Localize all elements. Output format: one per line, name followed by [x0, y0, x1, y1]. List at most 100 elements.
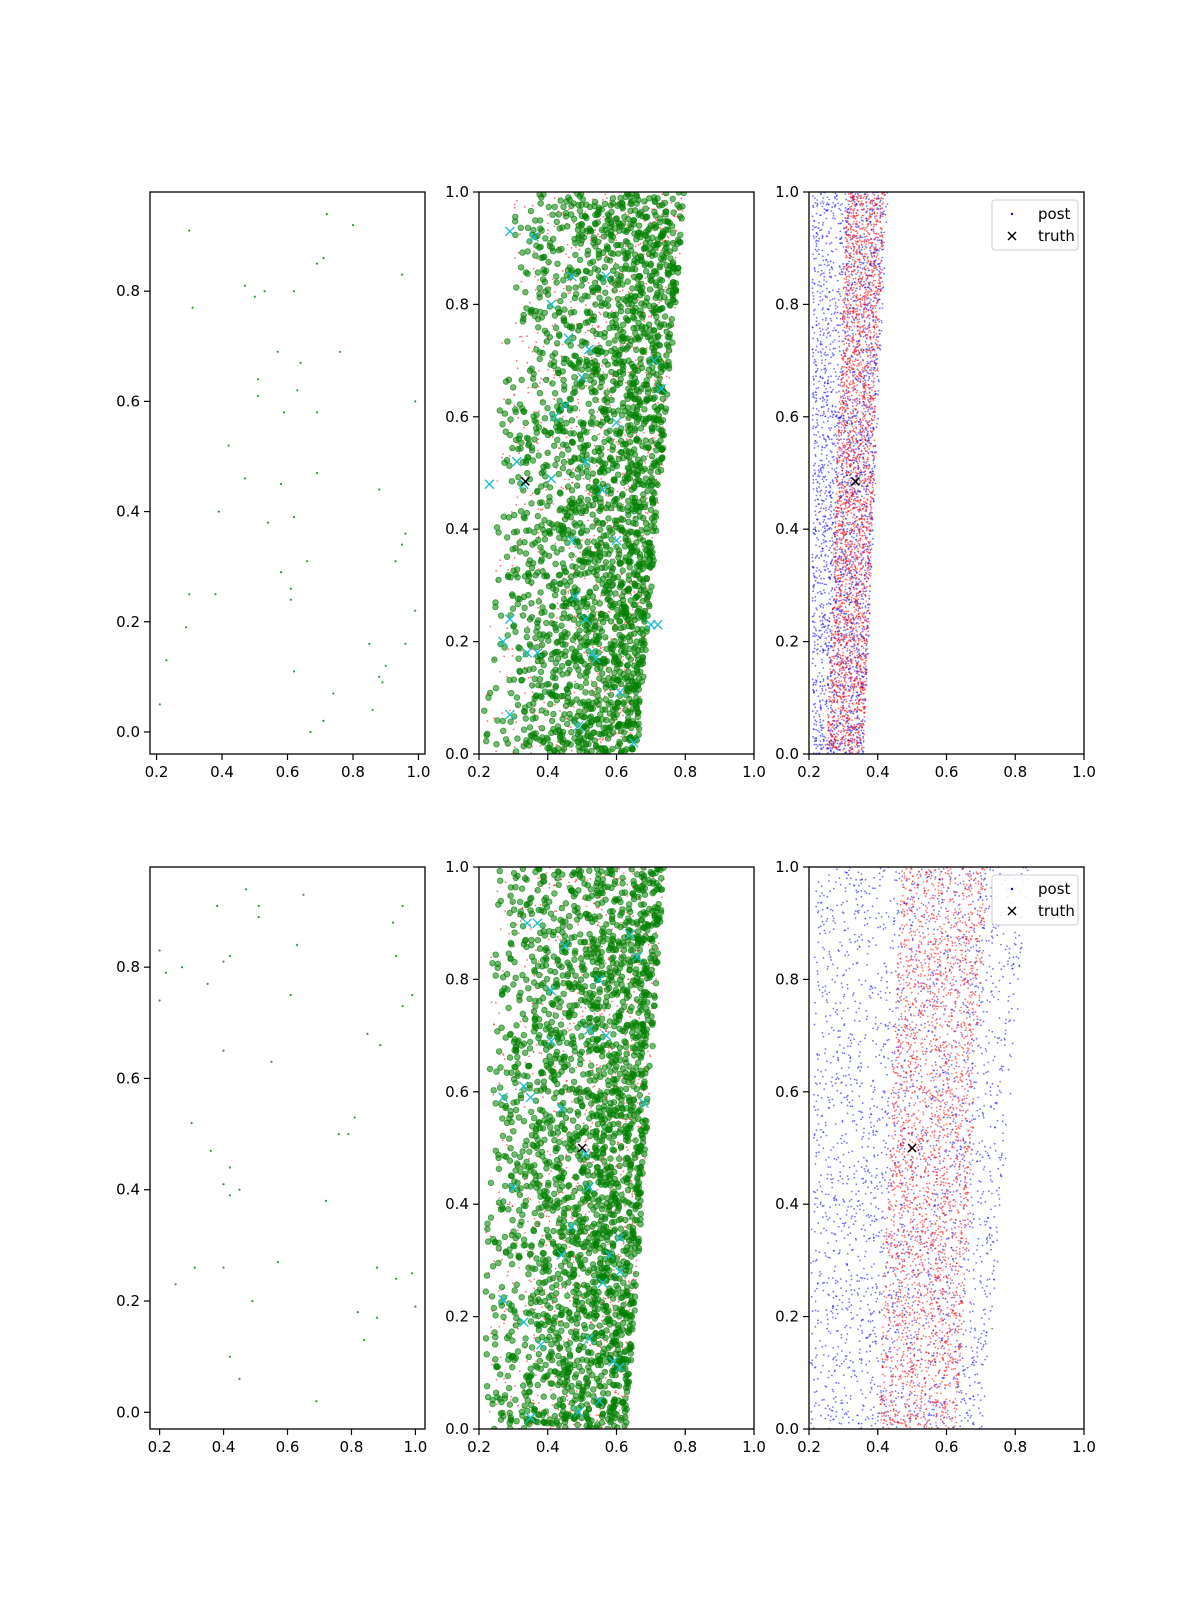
sample-point: [680, 192, 687, 197]
sample-point: [625, 489, 628, 491]
sample-point: [643, 575, 651, 582]
sample-point: [601, 264, 608, 271]
sample-point: [506, 676, 513, 684]
sample-point: [543, 338, 550, 345]
sample-point: [866, 518, 869, 521]
sample-point: [590, 313, 598, 320]
sample-point: [878, 201, 881, 204]
sample-point: [818, 615, 821, 618]
sample-point: [217, 510, 220, 513]
sample-point: [874, 464, 876, 467]
sample-point: [597, 539, 604, 547]
sample-point: [564, 670, 571, 677]
sample-point: [540, 739, 547, 746]
sample-point: [660, 230, 667, 237]
sample-point: [845, 634, 848, 637]
sample-point: [572, 221, 575, 224]
sample-point: [627, 388, 634, 395]
sample-point: [591, 492, 598, 499]
sample-point: [850, 573, 853, 575]
sample-point: [589, 523, 596, 530]
sample-point: [587, 349, 594, 356]
sample-point: [833, 724, 836, 727]
sample-point: [553, 273, 560, 280]
sample-point: [834, 301, 837, 304]
sample-point: [585, 565, 587, 567]
sample-point: [827, 203, 830, 206]
sample-point: [537, 385, 540, 388]
sample-point: [858, 479, 861, 482]
sample-point: [585, 740, 592, 747]
sample-point: [617, 428, 624, 436]
sample-point: [822, 726, 825, 729]
sample-point: [846, 397, 849, 400]
sample-point: [574, 642, 577, 645]
sample-point: [540, 661, 547, 669]
sample-point: [592, 618, 599, 625]
sample-point: [525, 591, 532, 599]
sample-point: [677, 231, 684, 238]
sample-point: [509, 605, 517, 612]
sample-point: [616, 482, 618, 484]
sample-point: [843, 629, 845, 632]
sample-point: [821, 348, 824, 350]
sample-point: [597, 233, 599, 236]
sample-point: [633, 694, 640, 702]
sample-point: [657, 437, 664, 444]
sample-point: [322, 719, 325, 723]
sample-point: [544, 462, 551, 470]
sample-point: [845, 221, 848, 223]
sample-point: [544, 502, 551, 509]
sample-point: [534, 288, 537, 291]
sample-point: [622, 250, 629, 257]
sample-point: [547, 229, 549, 232]
sample-point: [812, 488, 815, 490]
sample-point: [849, 312, 852, 315]
sample-point: [813, 383, 815, 385]
sample-point: [853, 551, 856, 554]
sample-point: [578, 557, 586, 565]
sample-point: [536, 349, 544, 356]
sample-point: [814, 557, 817, 560]
sample-point: [864, 605, 867, 607]
sample-point: [573, 599, 580, 606]
sample-point: [593, 444, 596, 447]
sample-point: [561, 516, 569, 523]
sample-point: [599, 706, 606, 713]
sample-point: [828, 264, 830, 266]
sample-point: [541, 536, 549, 543]
sample-point: [292, 290, 296, 293]
sample-point: [616, 233, 618, 236]
sample-point: [560, 317, 567, 325]
sample-point: [651, 403, 658, 411]
sample-point: [556, 602, 559, 605]
sample-point: [826, 332, 829, 335]
sample-point: [656, 294, 663, 301]
sample-point: [568, 315, 571, 318]
sample-point: [572, 284, 579, 291]
sample-point: [593, 478, 600, 485]
sample-point: [628, 449, 635, 456]
sample-point: [576, 344, 579, 347]
sample-point: [820, 542, 823, 545]
sample-point: [878, 270, 881, 272]
sample-point: [862, 613, 865, 615]
sample-point: [511, 648, 514, 650]
sample-point: [575, 416, 578, 418]
sample-point: [859, 617, 862, 620]
sample-point: [851, 401, 854, 404]
sample-point: [619, 361, 626, 368]
sample-point: [404, 532, 407, 535]
sample-point: [523, 633, 530, 641]
sample-point: [608, 208, 615, 216]
sample-point: [588, 385, 595, 392]
sample-point: [814, 440, 817, 442]
sample-point: [528, 365, 535, 372]
sample-point: [528, 732, 536, 739]
sample-point: [839, 371, 842, 374]
sample-point: [578, 383, 586, 390]
sample-point: [627, 242, 634, 250]
sample-point: [650, 369, 657, 376]
sample-point: [499, 717, 506, 725]
sample-point: [868, 515, 871, 518]
